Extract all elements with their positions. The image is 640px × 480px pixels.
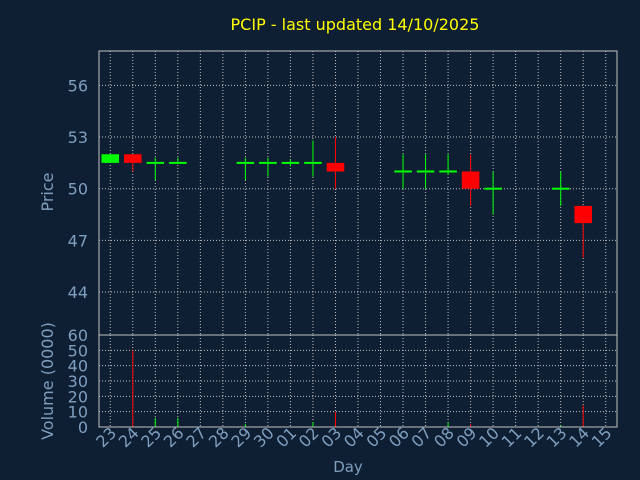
price-tick-label: 56 [68, 76, 88, 95]
candle-body [416, 170, 435, 173]
volume-tick-label: 50 [68, 341, 88, 360]
volume-tick-label: 0 [78, 418, 88, 437]
price-tick-label: 53 [68, 128, 88, 147]
candle-body [394, 170, 412, 173]
volume-axis-label: Volume (0000) [38, 322, 57, 440]
x-tick-label: 15 [588, 423, 616, 451]
candle-body [169, 161, 187, 164]
price-axis-label: Price [38, 172, 57, 211]
volume-tick-label: 10 [68, 403, 88, 422]
price-tick-label: 47 [68, 231, 88, 250]
price-tick-label: 50 [68, 180, 88, 199]
volume-tick-label: 60 [68, 326, 88, 345]
volume-tick-label: 20 [68, 387, 88, 406]
volume-tick-label: 30 [68, 372, 88, 391]
candle-body [551, 187, 570, 190]
candle-body [439, 170, 457, 173]
candle-body [574, 205, 593, 224]
x-tick-labels: 2324252627282930010203040506070809101112… [92, 423, 615, 451]
candle-body [236, 161, 255, 164]
candle-body [123, 154, 142, 163]
candle-body [101, 154, 120, 163]
candle-body [281, 161, 300, 164]
volume-tick-label: 40 [68, 357, 88, 376]
chart-title: PCIP - last updated 14/10/2025 [231, 15, 480, 34]
volume-panel-frame [98, 334, 618, 428]
candle-body [484, 187, 502, 190]
candle-body [326, 162, 345, 172]
candle-body [461, 171, 480, 189]
price-panel: 44 47 50 53 56 [68, 50, 618, 336]
candle-body [259, 161, 277, 164]
candle-body [146, 161, 165, 164]
day-axis-label: Day [333, 458, 363, 476]
candle-body [304, 161, 322, 164]
price-tick-label: 44 [68, 283, 88, 302]
